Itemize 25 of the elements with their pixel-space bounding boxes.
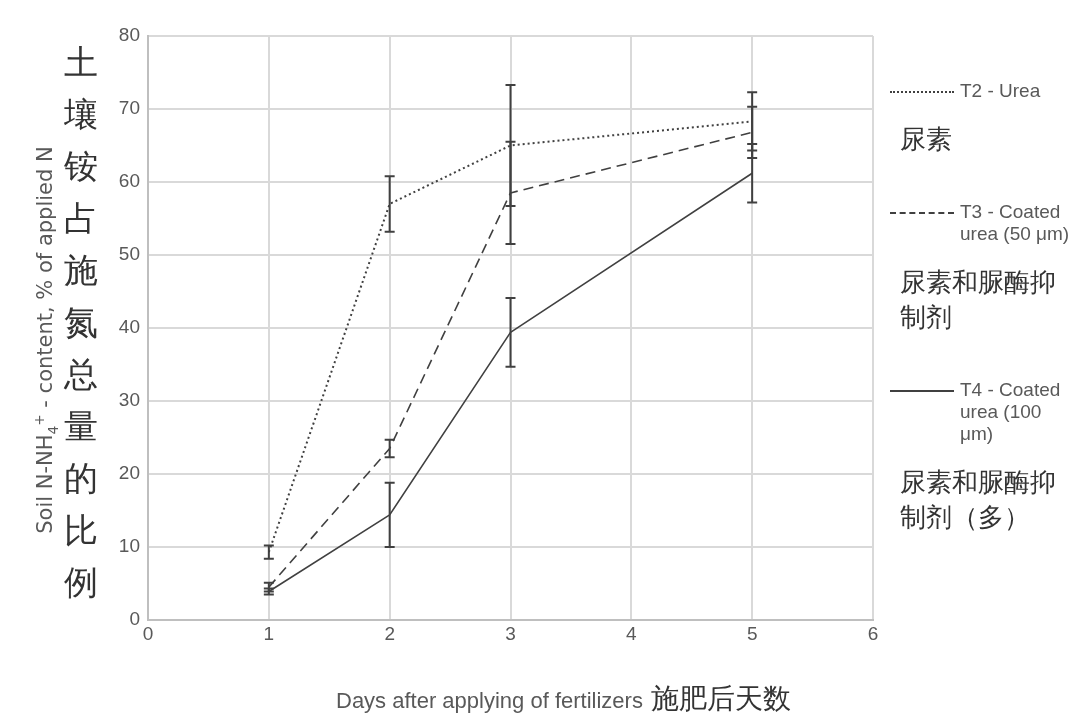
legend-label: T3 - Coated urea (50 μm): [960, 201, 1071, 245]
y-tick-label: 50: [118, 243, 140, 265]
y-tick-label: 20: [118, 462, 140, 484]
y-tick-label: 10: [118, 535, 140, 557]
x-tick-label: 6: [867, 622, 879, 644]
x-tick-label: 0: [142, 622, 154, 644]
x-tick-label: 3: [505, 622, 516, 644]
legend-label: T2 - Urea: [960, 80, 1041, 102]
y-tick-label: 0: [129, 608, 140, 630]
text: 土壤铵占施氮总量的比例: [64, 42, 98, 602]
text: 尿素: [900, 123, 953, 156]
x-tick-label: 2: [384, 622, 395, 644]
y-tick-label: 80: [118, 24, 140, 46]
text: 尿素和脲酶抑制剂: [900, 266, 1057, 334]
y-tick-label: 30: [118, 389, 140, 411]
x-tick-label: 4: [626, 622, 638, 644]
text: 施肥后天数: [650, 682, 791, 715]
y-tick-label: 60: [118, 170, 140, 192]
x-tick-label: 5: [746, 622, 758, 644]
y-tick-label: 70: [118, 97, 140, 119]
text: 尿素和脲酶抑制剂（多）: [900, 466, 1057, 534]
y-tick-label: 40: [118, 316, 140, 338]
x-tick-label: 1: [263, 622, 275, 644]
legend-label: T4 - Coated urea (100 μm): [960, 379, 1062, 445]
x-axis-title: Days after applying of fertilizers: [336, 688, 643, 713]
